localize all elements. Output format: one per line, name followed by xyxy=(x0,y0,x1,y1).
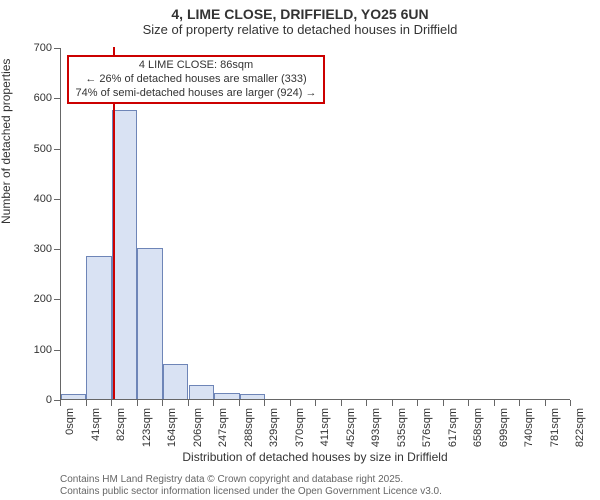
x-tick-mark xyxy=(86,400,87,406)
x-tick-mark xyxy=(290,400,291,406)
y-tick-label: 700 xyxy=(12,42,52,54)
y-axis: 0100200300400500600700 xyxy=(0,48,60,400)
x-tick-mark xyxy=(162,400,163,406)
x-tick-mark xyxy=(315,400,316,406)
y-tick-label: 400 xyxy=(12,193,52,205)
x-axis-title: Distribution of detached houses by size … xyxy=(60,450,570,464)
x-tick-mark xyxy=(443,400,444,406)
y-tick-label: 100 xyxy=(12,344,52,356)
x-tick-mark xyxy=(392,400,393,406)
histogram-bar xyxy=(137,248,162,399)
chart-title: 4, LIME CLOSE, DRIFFIELD, YO25 6UN xyxy=(0,6,600,22)
y-tick-label: 300 xyxy=(12,243,52,255)
histogram-bar xyxy=(189,385,214,399)
y-tick-label: 0 xyxy=(12,394,52,406)
x-tick-mark xyxy=(570,400,571,406)
footer-line1: Contains HM Land Registry data © Crown c… xyxy=(60,474,442,486)
histogram-bar xyxy=(86,256,111,399)
x-tick-mark xyxy=(519,400,520,406)
histogram-bar xyxy=(112,110,137,399)
y-tick-label: 200 xyxy=(12,293,52,305)
annotation-box: 4 LIME CLOSE: 86sqm ← 26% of detached ho… xyxy=(67,55,325,104)
x-tick-mark xyxy=(213,400,214,406)
histogram-bar xyxy=(163,364,188,399)
x-tick-mark xyxy=(494,400,495,406)
x-tick-mark xyxy=(264,400,265,406)
chart-subtitle: Size of property relative to detached ho… xyxy=(0,22,600,37)
x-tick-mark xyxy=(137,400,138,406)
title-block: 4, LIME CLOSE, DRIFFIELD, YO25 6UN Size … xyxy=(0,0,600,37)
x-tick-mark xyxy=(468,400,469,406)
x-tick-mark xyxy=(366,400,367,406)
x-tick-mark xyxy=(188,400,189,406)
y-tick-label: 600 xyxy=(12,92,52,104)
footer-attribution: Contains HM Land Registry data © Crown c… xyxy=(60,474,442,498)
histogram-bar xyxy=(240,394,265,399)
histogram-bar xyxy=(214,393,239,399)
footer-line2: Contains public sector information licen… xyxy=(60,486,442,498)
x-tick-mark xyxy=(60,400,61,406)
annotation-line2: ← 26% of detached houses are smaller (33… xyxy=(73,73,319,87)
x-tick-mark xyxy=(239,400,240,406)
annotation-line1: 4 LIME CLOSE: 86sqm xyxy=(73,59,319,73)
chart-container: 4, LIME CLOSE, DRIFFIELD, YO25 6UN Size … xyxy=(0,0,600,500)
x-tick-mark xyxy=(545,400,546,406)
y-tick-label: 500 xyxy=(12,143,52,155)
histogram-bar xyxy=(61,394,86,399)
annotation-line3: 74% of semi-detached houses are larger (… xyxy=(73,87,319,101)
x-tick-mark xyxy=(111,400,112,406)
x-tick-label: 822sqm xyxy=(574,408,586,458)
x-tick-mark xyxy=(341,400,342,406)
x-tick-mark xyxy=(417,400,418,406)
